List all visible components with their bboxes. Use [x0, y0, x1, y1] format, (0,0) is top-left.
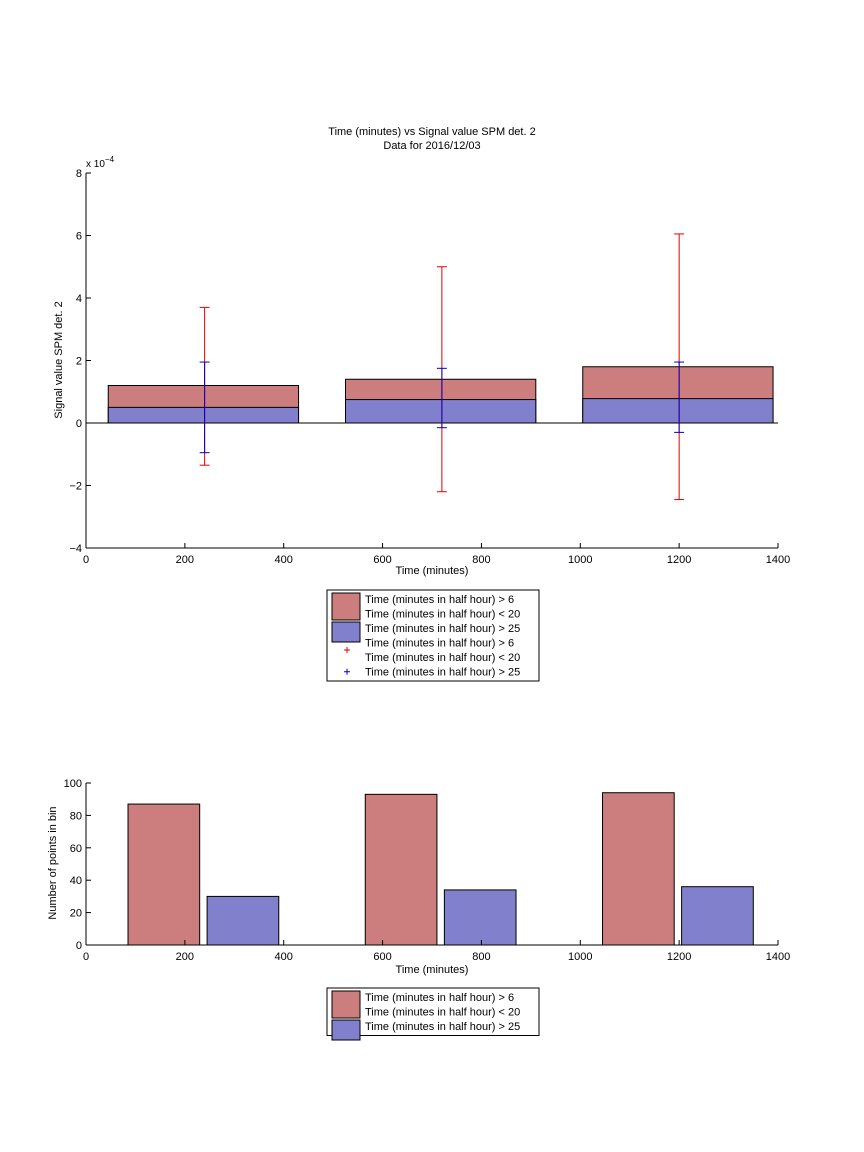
- x-tick-label: 0: [83, 951, 89, 963]
- legend-label: Time (minutes in half hour) < 20: [365, 652, 520, 664]
- y-tick-label: 0: [76, 418, 82, 430]
- x-tick-label: 1000: [568, 554, 592, 566]
- y-axis-label: Number of points in bin: [47, 806, 59, 919]
- y-tick-label: 8: [76, 168, 82, 180]
- y-tick-label: 100: [64, 778, 82, 790]
- y-exponent-label: x 10−4: [86, 155, 115, 170]
- y-tick-label: 4: [76, 293, 82, 305]
- legend-patch: [331, 1019, 361, 1041]
- x-tick-label: 0: [83, 554, 89, 566]
- axes-layer: 0 200 400 600 800 1000 1200 1400 0 20 40 60 80 100: [64, 778, 791, 963]
- legend-patch: [331, 592, 361, 621]
- y-axis-label: Signal value SPM det. 2: [53, 301, 65, 418]
- x-tick-label: 200: [176, 554, 194, 566]
- bar: [364, 793, 438, 946]
- legend-label: Time (minutes in half hour) > 6: [365, 992, 514, 1004]
- y-exponent-base: x 10: [86, 159, 105, 170]
- y-tick-label: 40: [70, 875, 82, 887]
- x-tick-label: 800: [472, 554, 490, 566]
- x-tick-label: 1000: [568, 951, 592, 963]
- x-tick-label: 1200: [667, 951, 691, 963]
- y-tick-label: 20: [70, 908, 82, 920]
- legend-label: Time (minutes in half hour) > 25: [365, 1021, 520, 1033]
- bar: [443, 889, 517, 946]
- bar: [206, 895, 280, 946]
- legend-label: Time (minutes in half hour) < 20: [365, 609, 520, 621]
- x-tick-label: 400: [275, 951, 293, 963]
- y-tick-label: 6: [76, 231, 82, 243]
- bar: [681, 886, 754, 946]
- legend-label: Time (minutes in half hour) > 6: [365, 638, 514, 650]
- x-tick-label: 1200: [667, 554, 691, 566]
- x-axis-label: Time (minutes): [396, 964, 469, 976]
- bar: [582, 398, 774, 424]
- legend-label: Time (minutes in half hour) > 6: [365, 594, 514, 606]
- error-bars-layer: [199, 233, 685, 501]
- legend-label: Time (minutes in half hour) > 25: [365, 623, 520, 635]
- legend-patch: [331, 621, 361, 643]
- y-tick-label: 80: [70, 810, 82, 822]
- y-tick-label: −4: [69, 543, 82, 555]
- y-tick-label: 0: [76, 940, 82, 952]
- x-tick-label: 200: [176, 951, 194, 963]
- y-tick-label: 60: [70, 843, 82, 855]
- x-tick-label: 1400: [766, 951, 790, 963]
- bar: [602, 792, 675, 946]
- count-chart: 0 200 400 600 800 1000 1200 1400 0 20 40 60 80 100 Ti…: [47, 778, 791, 1041]
- bar: [345, 399, 537, 424]
- axes-layer: 0 200 400 600 800 1000 1200 1400 −4 −2 0 2 4 6 8: [69, 168, 790, 566]
- x-tick-label: 600: [373, 951, 391, 963]
- legend-label: Time (minutes in half hour) < 20: [365, 1007, 520, 1019]
- x-axis-label: Time (minutes): [396, 565, 469, 577]
- bars-layer: [127, 792, 754, 946]
- y-tick-label: 2: [76, 356, 82, 368]
- y-exponent-power: −4: [105, 155, 115, 164]
- x-tick-label: 400: [275, 554, 293, 566]
- legend-patch: [331, 990, 361, 1019]
- legend-box: [326, 589, 540, 682]
- legend: Time (minutes in half hour) > 6 Time (min…: [326, 987, 540, 1041]
- bar: [107, 406, 300, 424]
- x-tick-label: 800: [472, 951, 490, 963]
- signal-chart: Time (minutes) vs Signal value SPM det. …: [53, 126, 790, 682]
- bars-layer: [86, 366, 778, 424]
- bar: [127, 803, 201, 946]
- x-tick-label: 600: [373, 554, 391, 566]
- chart-title: Time (minutes) vs Signal value SPM det. …: [328, 126, 535, 138]
- legend-label: Time (minutes in half hour) > 25: [365, 667, 520, 679]
- y-tick-label: −2: [69, 481, 82, 493]
- chart-subtitle: Data for 2016/12/03: [383, 140, 480, 152]
- x-tick-label: 1400: [766, 554, 790, 566]
- legend-box: [326, 987, 540, 1036]
- legend: Time (minutes in half hour) > 6 Time (min…: [326, 589, 540, 682]
